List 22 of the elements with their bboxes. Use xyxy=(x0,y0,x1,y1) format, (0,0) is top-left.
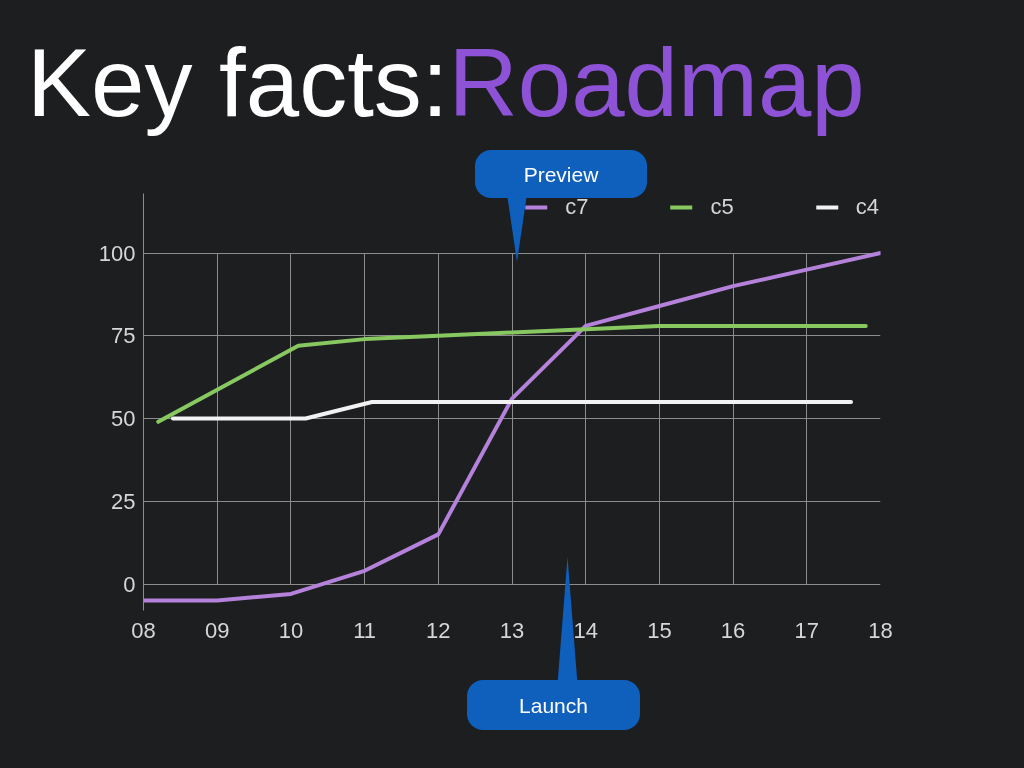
x-tick-label: 13 xyxy=(499,617,525,643)
x-tick-label: 09 xyxy=(204,617,230,643)
legend-label: c5 xyxy=(710,194,734,220)
x-tick-label: 16 xyxy=(720,617,746,643)
y-tick-label: 75 xyxy=(111,323,136,349)
x-tick-label: 11 xyxy=(353,617,377,643)
x-tick-label: 12 xyxy=(426,617,451,643)
x-tick-label: 18 xyxy=(868,617,893,643)
line-series xyxy=(143,251,881,603)
chart-title: Key facts:Roadmap xyxy=(27,29,865,136)
y-tick-label: 25 xyxy=(111,488,136,514)
x-tick-label: 17 xyxy=(794,617,820,643)
y-tick-label: 50 xyxy=(111,406,136,432)
legend-label: c7 xyxy=(565,194,589,220)
legend-label: c4 xyxy=(855,194,879,220)
line-series xyxy=(156,323,868,424)
y-tick-label: 100 xyxy=(98,240,136,266)
x-tick-label: 15 xyxy=(647,617,672,643)
x-tick-label: 14 xyxy=(573,617,598,643)
x-tick-label: 08 xyxy=(131,617,156,643)
x-tick-label: 10 xyxy=(278,617,304,643)
y-tick-label: 0 xyxy=(123,571,136,597)
